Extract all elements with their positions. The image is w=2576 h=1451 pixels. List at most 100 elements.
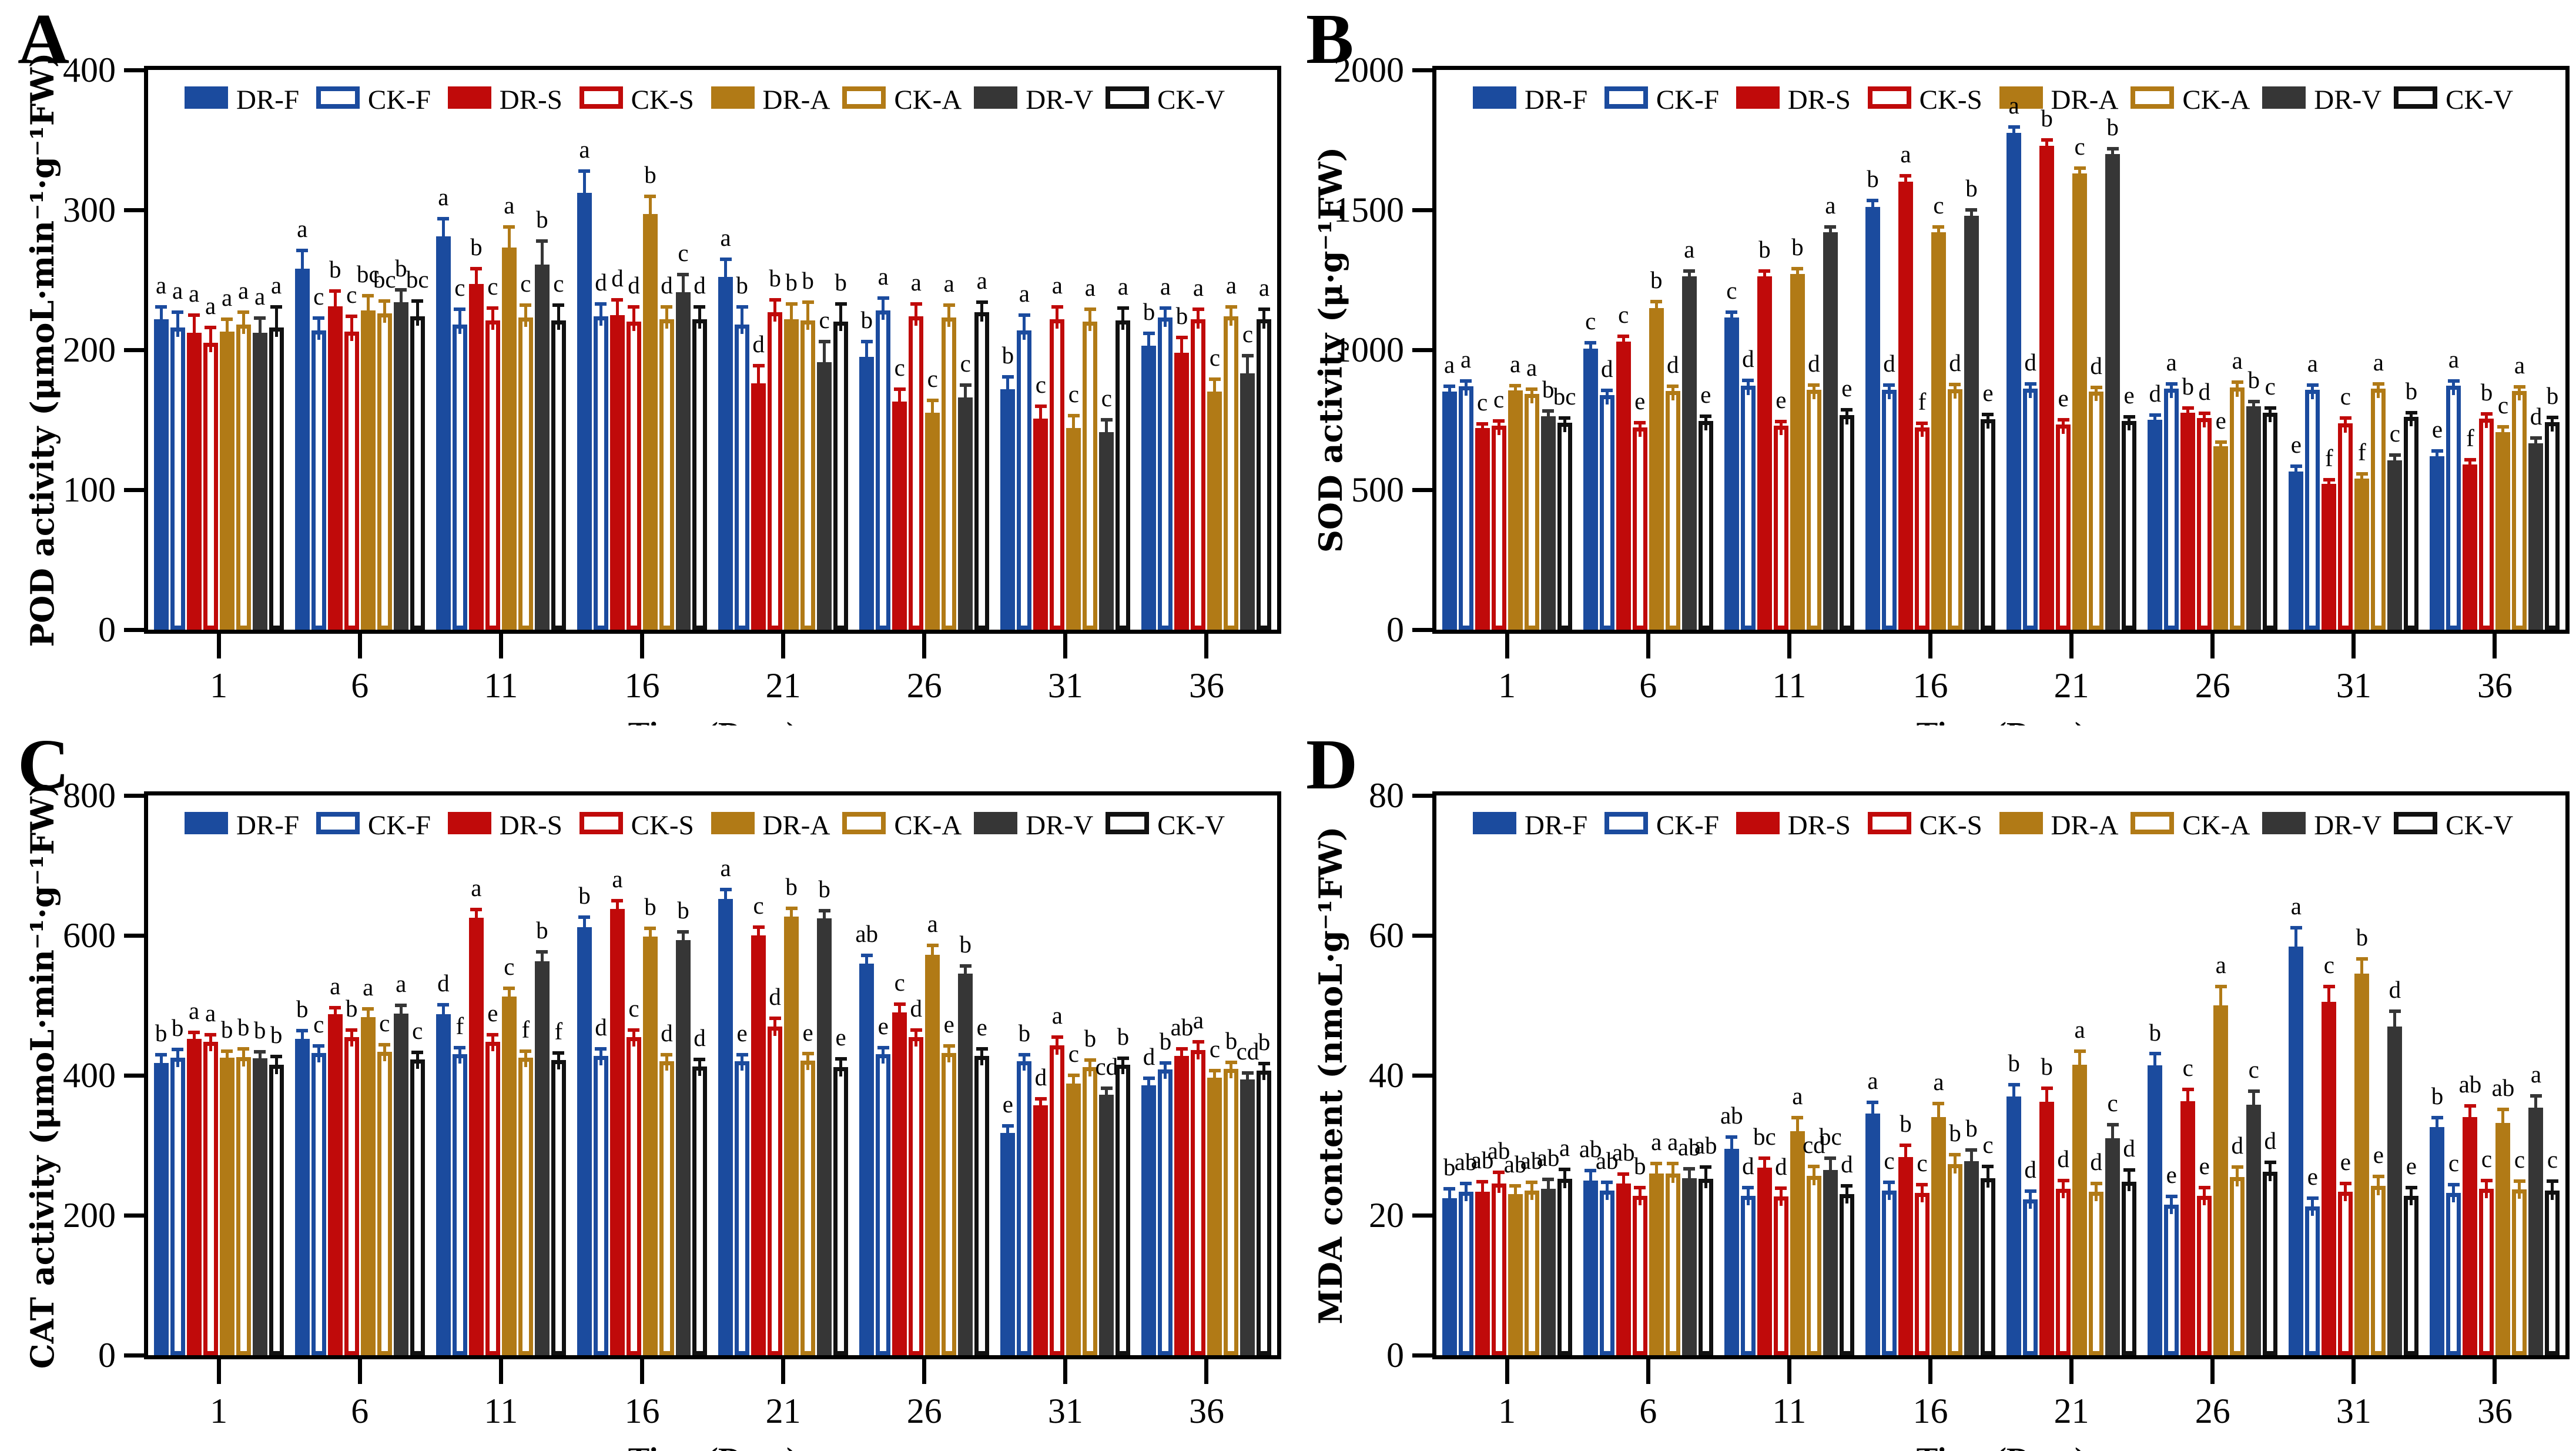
error-bar-cap bbox=[1051, 305, 1063, 309]
y-tick-label: 20 bbox=[1369, 1196, 1404, 1235]
y-tick-label: 1000 bbox=[1334, 330, 1404, 369]
x-tick-label: 6 bbox=[1639, 1392, 1657, 1430]
error-bar-cap bbox=[2182, 406, 2194, 410]
x-tick-label: 36 bbox=[1188, 666, 1224, 705]
x-tick-label: 26 bbox=[2195, 666, 2230, 705]
sig-letter: c bbox=[504, 952, 515, 980]
sig-letter: c bbox=[894, 969, 905, 996]
error-bar-cap bbox=[1808, 1165, 1820, 1169]
bar-CK-S-day16 bbox=[1914, 427, 1930, 630]
sig-letter: e bbox=[2373, 1141, 2384, 1168]
error-bar bbox=[317, 319, 320, 340]
bar-CK-S-day1 bbox=[1491, 425, 1506, 630]
x-tick-label: 31 bbox=[1047, 666, 1083, 705]
error-bar bbox=[1796, 270, 1799, 284]
sig-letter: d bbox=[2264, 1126, 2276, 1154]
error-bar bbox=[1904, 176, 1907, 192]
y-tick bbox=[1412, 1353, 1432, 1358]
error-bar bbox=[599, 1050, 602, 1065]
error-bar bbox=[1920, 1186, 1924, 1202]
error-bar bbox=[2377, 1177, 2380, 1195]
bar-CK-S-day11 bbox=[1773, 1196, 1788, 1355]
error-bar bbox=[1779, 422, 1783, 436]
error-bar bbox=[1121, 309, 1125, 330]
error-bar bbox=[1845, 1187, 1848, 1204]
bar-DR-V-day1 bbox=[252, 333, 267, 630]
error-bar-cap bbox=[1841, 408, 1853, 412]
error-bar-cap bbox=[661, 305, 673, 309]
bar-DR-F-day21 bbox=[718, 899, 733, 1355]
error-bar bbox=[333, 1008, 337, 1024]
error-bar bbox=[806, 303, 810, 330]
bar-DR-V-day31 bbox=[2387, 1026, 2403, 1355]
bar-DR-F-day31 bbox=[2289, 947, 2304, 1355]
error-bar bbox=[192, 316, 196, 343]
sig-letter: d bbox=[1841, 1151, 1853, 1178]
error-bar-cap bbox=[2389, 453, 2401, 457]
bar-CK-S-day6 bbox=[1632, 1195, 1647, 1355]
y-tick-label: 600 bbox=[63, 916, 116, 955]
error-bar bbox=[1262, 1065, 1266, 1080]
error-bar bbox=[1164, 1064, 1167, 1079]
bar-CK-A-day16 bbox=[1947, 389, 1962, 630]
legend-swatch-CK-A bbox=[2131, 86, 2175, 109]
x-tick-label: 6 bbox=[351, 1392, 369, 1430]
sig-letter: e bbox=[2340, 1148, 2351, 1175]
error-bar bbox=[1546, 412, 1550, 426]
sig-letter: b bbox=[2546, 382, 2559, 410]
legend-label-CK-A: CK-A bbox=[894, 85, 962, 115]
error-bar-cap bbox=[736, 305, 748, 309]
legend-label-DR-A: DR-A bbox=[762, 85, 830, 115]
error-bar-cap bbox=[2106, 146, 2119, 151]
error-bar bbox=[2029, 385, 2032, 398]
sig-letter: c bbox=[1068, 1040, 1079, 1068]
y-tick-label: 400 bbox=[63, 1056, 116, 1095]
bar-DR-V-day11 bbox=[534, 961, 550, 1355]
error-bar bbox=[741, 307, 744, 335]
bar-DR-V-day16 bbox=[675, 940, 691, 1355]
bar-DR-S-day6 bbox=[1616, 1183, 1631, 1355]
error-bar-cap bbox=[2231, 1165, 2243, 1169]
bar-CK-S-day26 bbox=[2197, 1195, 2212, 1355]
y-tick-label: 2000 bbox=[1334, 51, 1404, 89]
bar-DR-V-day21 bbox=[2105, 153, 2121, 630]
error-bar bbox=[2485, 414, 2488, 428]
error-bar bbox=[2377, 385, 2380, 398]
bar-DR-S-day11 bbox=[468, 918, 484, 1355]
error-bar bbox=[458, 310, 461, 335]
sig-letter: d bbox=[1742, 345, 1754, 372]
error-bar-cap bbox=[2073, 166, 2086, 170]
error-bar bbox=[865, 956, 869, 973]
error-bar bbox=[2436, 1118, 2439, 1137]
error-bar bbox=[2360, 475, 2364, 488]
panel-B: B SOD activity (μ·g⁻¹FW) DR-F CK-F DR-S CK-S D… bbox=[1288, 0, 2576, 751]
bar-CK-V-day6 bbox=[410, 1059, 425, 1355]
error-bar bbox=[1213, 380, 1217, 402]
error-bar bbox=[1845, 411, 1848, 425]
error-bar bbox=[724, 260, 728, 287]
bar-DR-S-day11 bbox=[468, 284, 484, 630]
error-bar-cap bbox=[694, 1058, 706, 1061]
bar-DR-A-day21 bbox=[784, 319, 799, 630]
error-bar-cap bbox=[1001, 1124, 1014, 1128]
error-bar bbox=[1246, 1074, 1250, 1089]
legend-label-CK-F: CK-F bbox=[367, 810, 431, 841]
sig-letter: a bbox=[396, 970, 407, 998]
x-tick bbox=[2210, 634, 2215, 658]
bar-CK-F-day16 bbox=[593, 316, 608, 630]
error-bar-cap bbox=[893, 387, 906, 392]
error-bar bbox=[1638, 424, 1642, 437]
y-tick bbox=[124, 1353, 144, 1358]
error-bar-cap bbox=[1916, 421, 1928, 425]
error-bar-cap bbox=[910, 302, 922, 306]
bar-CK-F-day11 bbox=[1740, 385, 1756, 630]
sig-letter: b bbox=[644, 161, 656, 188]
sig-letter: b bbox=[959, 930, 972, 958]
legend-label-DR-S: DR-S bbox=[499, 810, 562, 841]
error-bar-cap bbox=[2447, 379, 2460, 383]
legend-label-DR-A: DR-A bbox=[762, 810, 830, 841]
error-bar-cap bbox=[1758, 269, 1771, 273]
sig-letter: b bbox=[2008, 1049, 2020, 1076]
error-bar bbox=[1887, 386, 1891, 399]
